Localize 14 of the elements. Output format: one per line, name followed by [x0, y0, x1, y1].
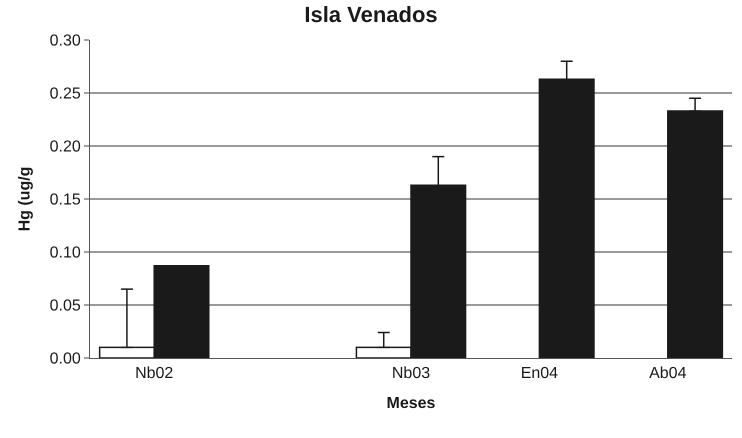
y-tick-label: 0.05	[50, 298, 81, 315]
y-tick-label: 0.15	[50, 192, 81, 209]
x-tick-label: Nb02	[135, 365, 174, 382]
x-tick-label: En04	[520, 365, 558, 382]
y-tick-label: 0.00	[50, 350, 81, 368]
x-tick-label: Nb03	[392, 365, 430, 382]
y-tick-label: 0.25	[50, 86, 81, 103]
y-axis-title: Hg (ug/g	[16, 166, 34, 232]
x-axis-title: Meses	[386, 394, 436, 412]
x-tick-label: Ab04	[649, 365, 687, 382]
chart-title: Isla Venados	[304, 2, 438, 27]
y-tick-label: 0.10	[50, 244, 81, 262]
y-tick-label: 0.20	[50, 138, 81, 156]
y-tick-label: 0.30	[50, 32, 81, 50]
